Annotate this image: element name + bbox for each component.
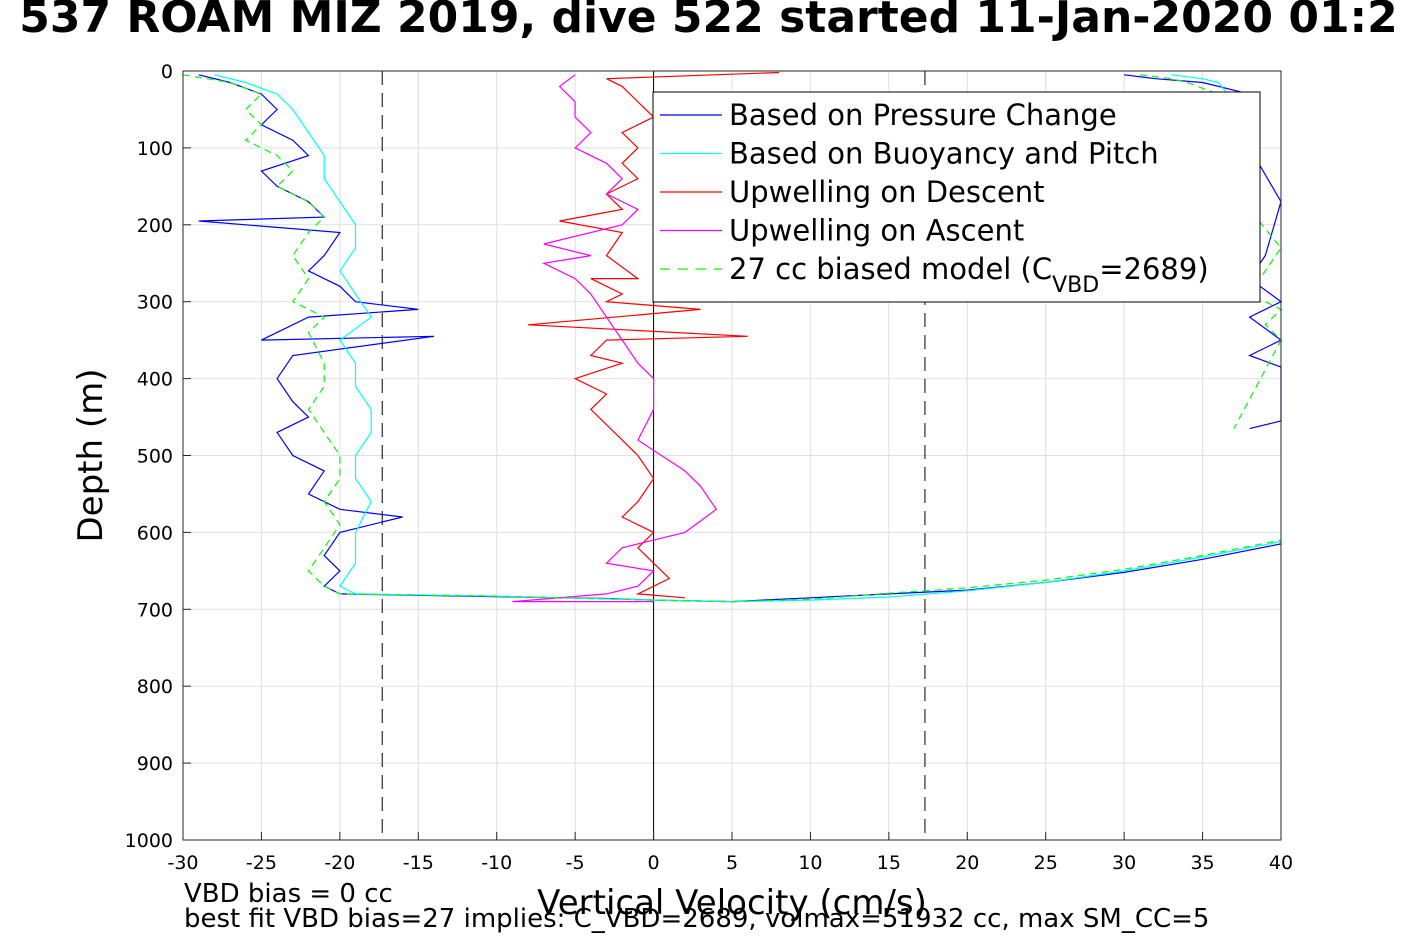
y-axis-label: Depth (m) (71, 368, 111, 542)
y-tick-label: 0 (161, 61, 173, 83)
x-tick-label: -5 (566, 852, 585, 874)
legend: Based on Pressure Change Based on Buoyanc… (652, 91, 1261, 303)
x-tick-label: 25 (1034, 852, 1058, 874)
series-line-1-descent (214, 74, 1282, 603)
y-tick-label: 100 (137, 138, 173, 160)
y-tick-label: 600 (137, 522, 173, 544)
legend-label-0: Based on Pressure Change (729, 98, 1117, 132)
x-tick-label: 35 (1190, 852, 1214, 874)
x-tick-label: -10 (481, 852, 512, 874)
x-axis-label: Vertical Velocity (cm/s) (537, 883, 927, 923)
x-tick-label: -20 (324, 852, 355, 874)
x-tick-label: -30 (167, 852, 198, 874)
legend-label-4: 27 cc biased model (CVBD=2689) (729, 252, 1209, 298)
y-tick-label: 200 (137, 215, 173, 237)
y-tick-label: 800 (137, 676, 173, 698)
series-layer (182, 71, 1283, 603)
x-tick-label: 15 (877, 852, 901, 874)
legend-box (652, 91, 1261, 303)
series-line-4-descent (182, 74, 1282, 603)
x-tick-label: -15 (403, 852, 434, 874)
legend-label-1: Based on Buoyancy and Pitch (729, 137, 1159, 171)
x-tick-label: 0 (648, 852, 660, 874)
y-tick-label: 300 (137, 292, 173, 314)
y-tick-label: 700 (137, 599, 173, 621)
series-line-2-data (528, 71, 780, 599)
x-tick-label: 30 (1112, 852, 1136, 874)
y-tick-label: 400 (137, 369, 173, 391)
footer-best-fit: best fit VBD bias=27 implies: C_VBD=2689… (184, 904, 1210, 934)
tick-layer: -30 -25 -20 -15 -10 -5 0 5 10 15 20 25 30 35 400100200… (125, 61, 1293, 874)
chart-title: 537 ROAM MIZ 2019, dive 522 started 11-J… (19, 0, 1398, 43)
x-tick-label: 5 (726, 852, 738, 874)
x-tick-label: 40 (1269, 852, 1293, 874)
legend-items: Based on Pressure Change Based on Buoyanc… (660, 98, 1209, 298)
y-tick-label: 900 (137, 753, 173, 775)
x-tick-label: 10 (798, 852, 822, 874)
series-line-4-ascent (1139, 74, 1283, 429)
y-tick-label: 1000 (125, 830, 173, 852)
y-tick-label: 500 (137, 446, 173, 468)
legend-label-3: Upwelling on Ascent (729, 214, 1024, 248)
x-tick-label: -25 (246, 852, 277, 874)
series-line-3-data (512, 74, 718, 603)
footer-vbd-bias: VBD bias = 0 cc (184, 879, 393, 909)
legend-label-2: Upwelling on Descent (729, 175, 1045, 209)
x-tick-label: 20 (955, 852, 979, 874)
